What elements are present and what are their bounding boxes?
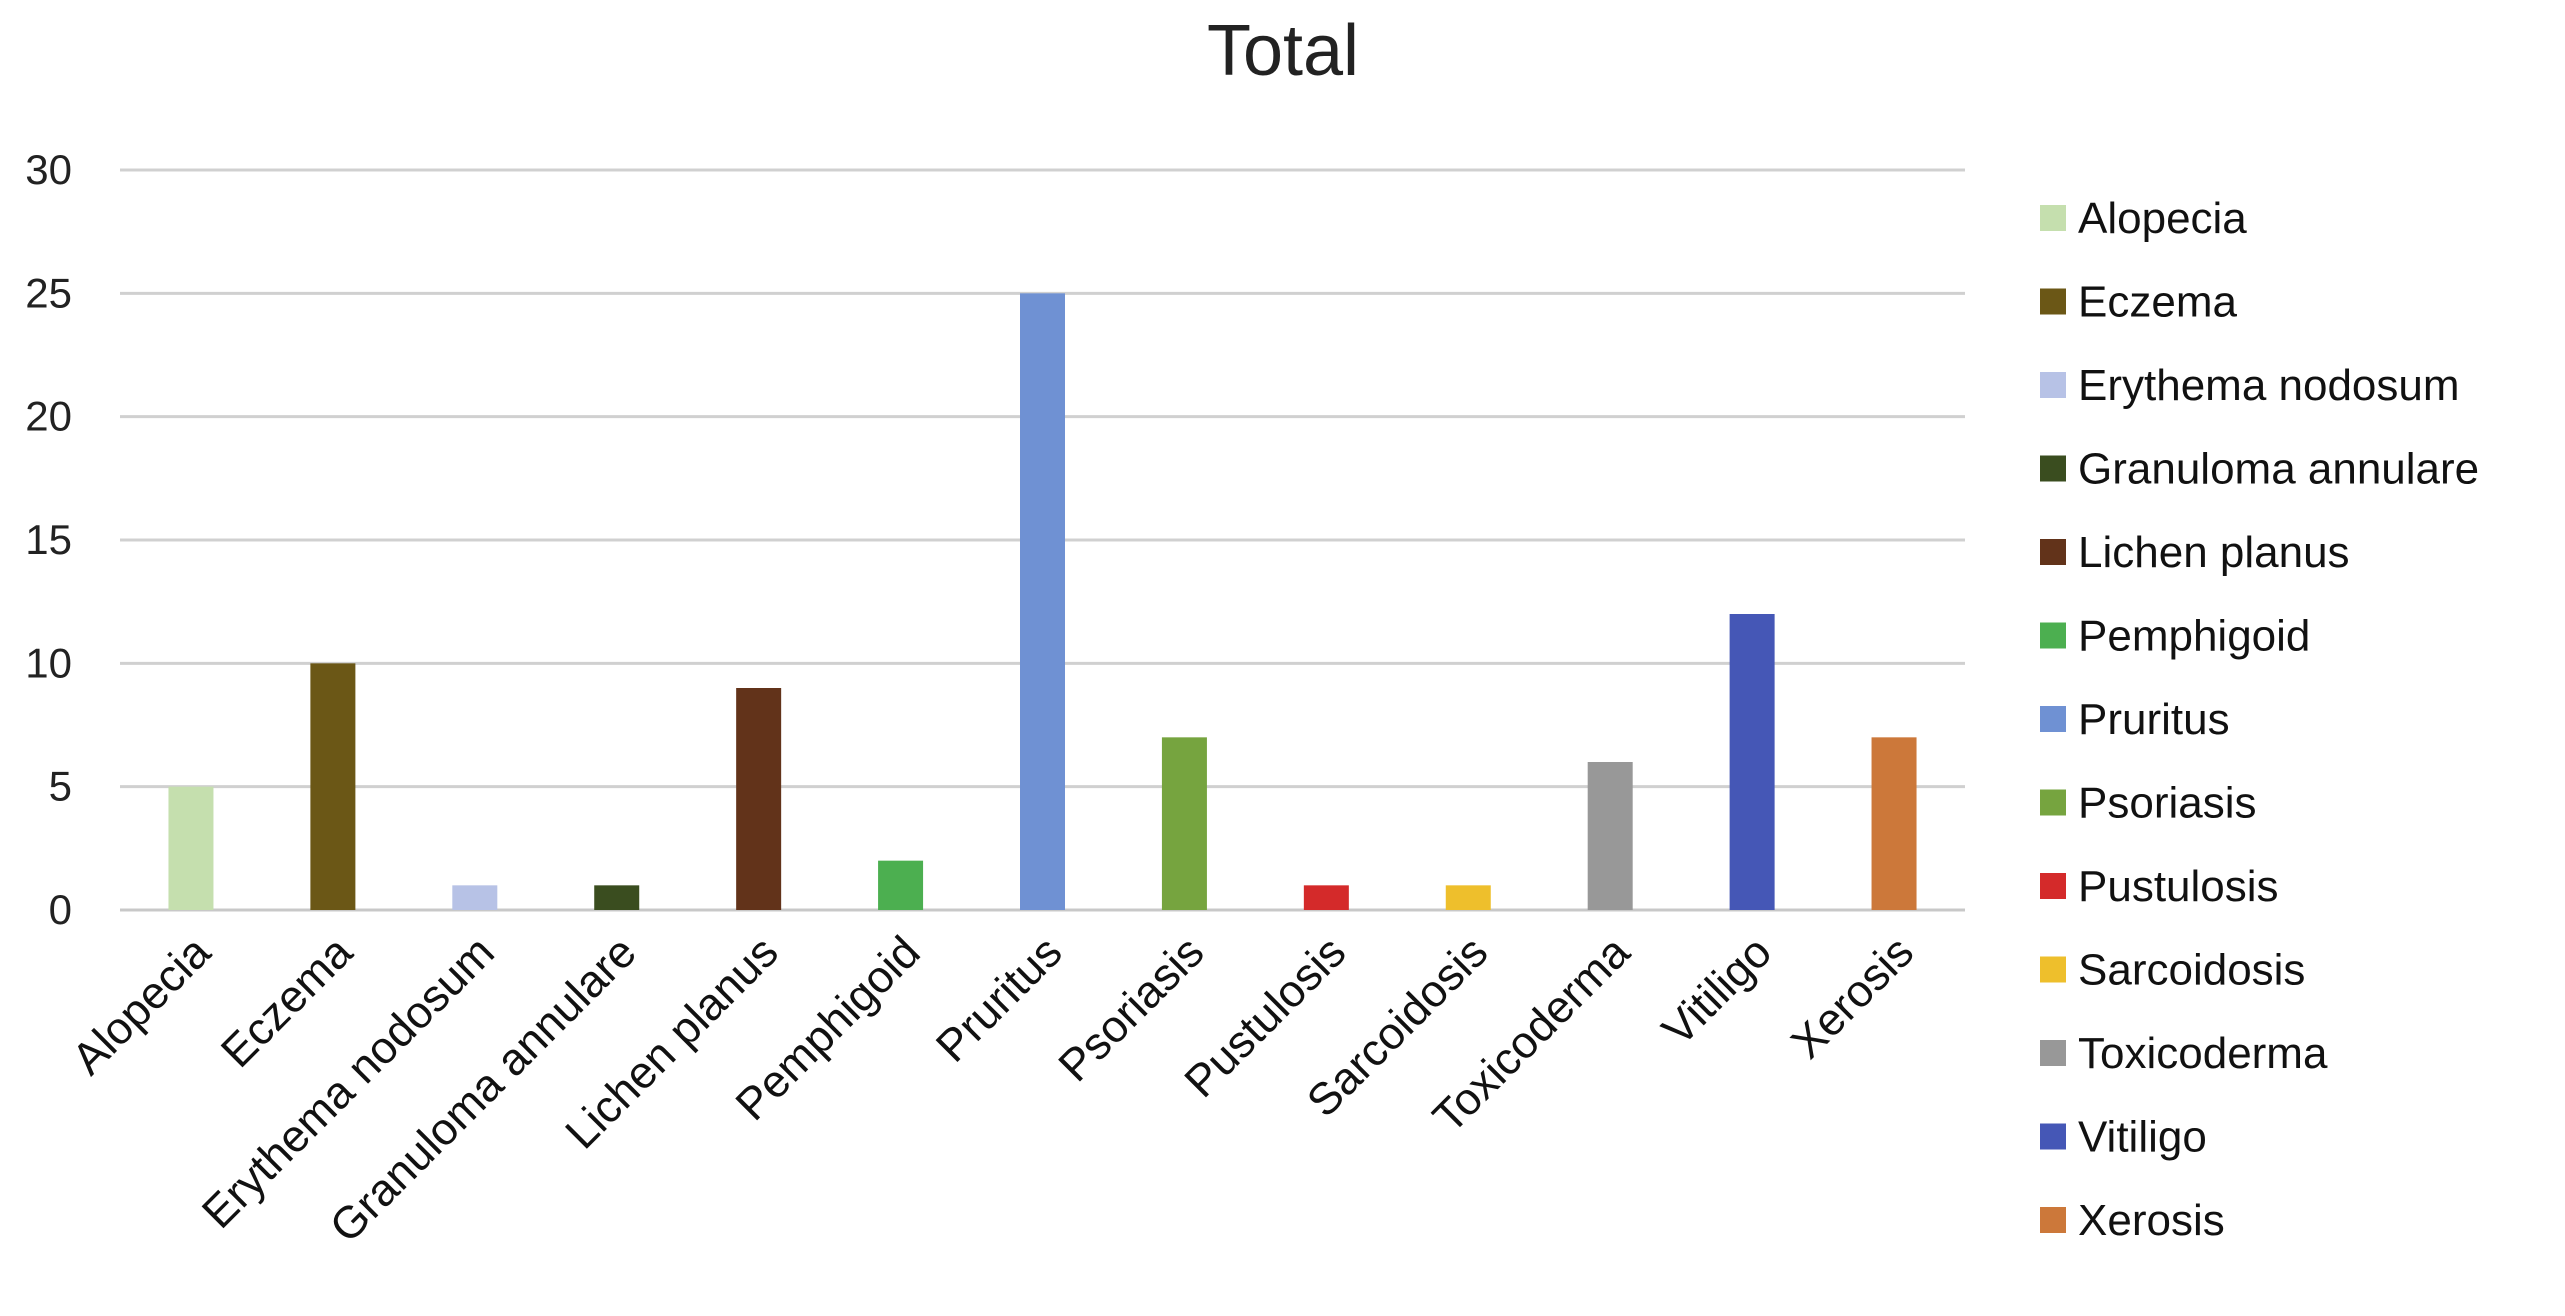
legend-item: Xerosis [2040, 1196, 2225, 1245]
legend-item: Alopecia [2040, 194, 2247, 243]
legend-item: Lichen planus [2040, 528, 2350, 577]
bar-lichen-planus [736, 688, 782, 910]
legend-swatch [2040, 455, 2066, 482]
legend-item: Erythema nodosum [2040, 361, 2460, 410]
bar-alopecia [168, 786, 214, 910]
x-tick-label: Alopecia [62, 925, 221, 1084]
legend-label: Xerosis [2078, 1196, 2225, 1245]
chart-title: Total [1207, 11, 1359, 91]
legend-item: Granuloma annulare [2040, 445, 2479, 494]
bar-pustulosis [1303, 885, 1349, 910]
legend-swatch [2040, 372, 2066, 398]
legend-item: Pruritus [2040, 695, 2230, 744]
y-tick-label: 20 [25, 393, 72, 440]
bar-erythema-nodosum [452, 885, 498, 910]
legend-item: Vitiligo [2040, 1113, 2207, 1162]
legend-swatch [2040, 956, 2066, 983]
legend-swatch [2040, 706, 2066, 732]
y-tick-label: 5 [49, 763, 72, 810]
bar-vitiligo [1729, 614, 1775, 910]
legend: Alopecia Eczema Erythema nodosum Granuloma … [2040, 194, 2479, 1245]
legend-label: Alopecia [2078, 194, 2247, 243]
legend-swatch [2040, 1207, 2066, 1233]
y-tick-label: 30 [25, 146, 72, 193]
legend-item: Eczema [2040, 278, 2237, 327]
bar-granuloma-annulare [594, 885, 640, 910]
legend-label: Pruritus [2078, 695, 2230, 744]
bar-pemphigoid [878, 860, 924, 910]
legend-label: Erythema nodosum [2078, 361, 2460, 410]
legend-item: Psoriasis [2040, 779, 2257, 828]
legend-item: Pustulosis [2040, 862, 2279, 911]
legend-label: Psoriasis [2078, 779, 2257, 828]
bars [168, 293, 1917, 910]
legend-swatch [2040, 539, 2066, 565]
legend-label: Vitiligo [2078, 1113, 2207, 1162]
bar-eczema [310, 663, 356, 910]
bar-sarcoidosis [1445, 885, 1491, 910]
bar-xerosis [1871, 737, 1917, 910]
y-tick-label: 25 [25, 269, 72, 316]
legend-swatch [2040, 288, 2066, 315]
y-tick-label: 0 [49, 886, 72, 933]
legend-swatch [2040, 205, 2066, 231]
legend-label: Pemphigoid [2078, 612, 2310, 661]
legend-swatch [2040, 789, 2066, 816]
legend-label: Lichen planus [2078, 528, 2350, 577]
legend-label: Toxicoderma [2078, 1029, 2328, 1078]
bar-psoriasis [1161, 737, 1207, 910]
legend-swatch [2040, 873, 2066, 899]
x-tick-label: Pruritus [926, 926, 1072, 1072]
bar-pruritus [1020, 293, 1065, 910]
y-tick-label: 10 [25, 639, 72, 686]
legend-swatch [2040, 1040, 2066, 1066]
legend-item: Sarcoidosis [2040, 946, 2305, 995]
legend-swatch [2040, 622, 2066, 649]
legend-label: Granuloma annulare [2078, 445, 2479, 494]
x-tick-label: Vitiligo [1652, 926, 1781, 1055]
x-tick-label: Xerosis [1781, 926, 1923, 1068]
legend-item: Pemphigoid [2040, 612, 2310, 661]
y-axis-ticks: 0 5 10 15 20 25 30 [25, 146, 72, 933]
bar-toxicoderma [1587, 762, 1633, 910]
legend-label: Eczema [2078, 278, 2237, 327]
y-tick-label: 15 [25, 516, 72, 563]
legend-label: Sarcoidosis [2078, 946, 2305, 995]
legend-swatch [2040, 1123, 2066, 1150]
legend-item: Toxicoderma [2040, 1029, 2328, 1078]
legend-label: Pustulosis [2078, 862, 2279, 911]
